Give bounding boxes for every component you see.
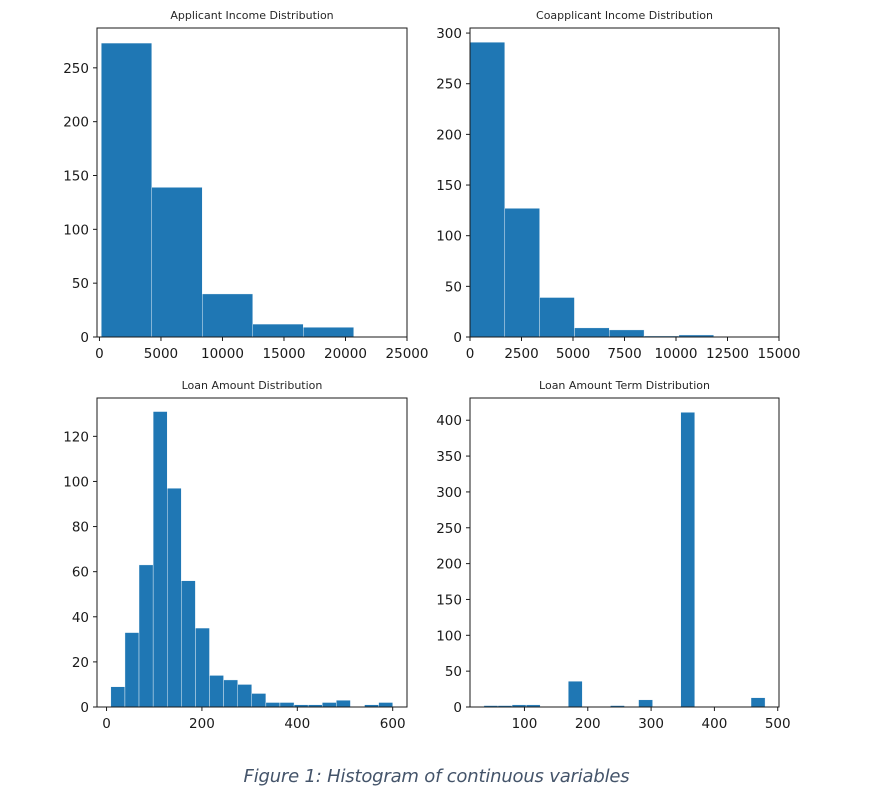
histogram-bar	[124, 632, 140, 708]
y-tick-label: 40	[72, 610, 89, 626]
x-tick-label: 2500	[504, 346, 538, 362]
x-tick-label: 100	[512, 716, 538, 732]
histogram-bar	[202, 293, 253, 338]
histogram-bar	[152, 411, 168, 708]
y-tick-label: 100	[436, 229, 462, 245]
x-tick-label: 400	[702, 716, 728, 732]
x-tick-label: 12500	[706, 346, 749, 362]
y-tick-label: 50	[72, 276, 89, 292]
x-tick-label: 300	[638, 716, 664, 732]
x-tick-label: 5000	[144, 346, 178, 362]
histogram-bar	[574, 327, 610, 338]
histogram-bar	[750, 697, 766, 708]
y-tick-label: 300	[436, 26, 462, 42]
y-tick-label: 0	[453, 330, 462, 346]
y-tick-label: 0	[453, 700, 462, 716]
chart-title: Loan Amount Distribution	[182, 379, 323, 392]
y-tick-label: 150	[63, 169, 89, 185]
histogram-bar	[110, 686, 126, 708]
axes-frame	[469, 397, 780, 708]
y-tick-label: 250	[436, 77, 462, 93]
y-tick-label: 120	[63, 429, 89, 445]
histogram-bar	[138, 564, 154, 708]
x-tick-label: 600	[380, 716, 406, 732]
histogram-bar	[237, 684, 252, 708]
histogram-bar	[336, 700, 351, 708]
y-tick-label: 100	[436, 628, 462, 644]
x-tick-label: 7500	[607, 346, 641, 362]
histogram-bar	[568, 680, 583, 708]
y-tick-label: 250	[63, 61, 89, 77]
figure-caption: Figure 1: Histogram of continuous variab…	[243, 766, 630, 787]
histogram-bar	[195, 627, 210, 708]
histogram-bar	[151, 187, 203, 338]
histogram-bar	[209, 675, 224, 708]
y-tick-label: 200	[63, 115, 89, 131]
histogram-bar	[101, 42, 152, 338]
y-tick-label: 400	[436, 413, 462, 429]
x-tick-label: 25000	[386, 346, 429, 362]
histogram-bar	[265, 702, 281, 708]
panel-loan-amount: Loan Amount Distribution 0 200 400 600 0 20 40…	[63, 379, 408, 732]
x-tick-label: 15000	[263, 346, 306, 362]
histogram-bar	[181, 580, 196, 708]
x-tick-label: 20000	[324, 346, 367, 362]
y-tick-label: 350	[436, 449, 462, 465]
y-tick-label: 50	[445, 279, 462, 295]
histogram-bar	[539, 297, 575, 338]
y-tick-label: 80	[72, 520, 89, 536]
y-tick-label: 50	[445, 664, 462, 680]
y-tick-label: 0	[80, 330, 89, 346]
axes-frame	[96, 397, 408, 708]
x-tick-label: 10000	[201, 346, 244, 362]
y-tick-label: 200	[436, 557, 462, 573]
histogram-figure: Applicant Income Distribution 0 5000 10000…	[63, 9, 800, 732]
chart-title: Coapplicant Income Distribution	[536, 9, 713, 22]
chart-title: Loan Amount Term Distribution	[539, 379, 710, 392]
x-tick-label: 5000	[556, 346, 590, 362]
y-tick-label: 0	[80, 700, 89, 716]
x-tick-label: 200	[575, 716, 601, 732]
x-tick-label: 15000	[758, 346, 801, 362]
histogram-bar	[223, 679, 238, 708]
chart-title: Applicant Income Distribution	[170, 9, 333, 22]
histogram-bar	[252, 323, 304, 338]
x-tick-label: 0	[95, 346, 104, 362]
histogram-bar	[251, 693, 267, 708]
histogram-bar	[680, 412, 695, 708]
y-tick-label: 250	[436, 521, 462, 537]
y-tick-label: 100	[63, 474, 89, 490]
y-tick-label: 60	[72, 565, 89, 581]
x-tick-label: 400	[284, 716, 310, 732]
histogram-bar	[378, 702, 393, 708]
y-tick-label: 20	[72, 655, 89, 671]
x-tick-label: 10000	[655, 346, 698, 362]
histogram-bar	[322, 702, 337, 708]
histogram-bar	[469, 41, 506, 338]
y-tick-label: 300	[436, 485, 462, 501]
x-tick-label: 0	[466, 346, 475, 362]
panel-loan-amount-term: Loan Amount Term Distribution 100 200 300 4…	[436, 379, 790, 732]
x-tick-label: 200	[189, 716, 215, 732]
histogram-bar	[609, 329, 645, 338]
y-tick-label: 150	[436, 178, 462, 194]
histogram-bar	[638, 699, 653, 708]
axes-frame	[96, 27, 408, 338]
panel-applicant-income: Applicant Income Distribution 0 5000 10000…	[63, 9, 428, 362]
y-tick-label: 100	[63, 222, 89, 238]
histogram-bar	[303, 327, 354, 338]
x-tick-label: 500	[765, 716, 791, 732]
histogram-bar	[504, 208, 540, 338]
histogram-bar	[279, 702, 295, 708]
panel-coapplicant-income: Coapplicant Income Distribution 0 2500 500…	[436, 9, 800, 362]
histogram-bar	[167, 488, 182, 708]
y-tick-label: 150	[436, 592, 462, 608]
y-tick-label: 200	[436, 127, 462, 143]
x-tick-label: 0	[102, 716, 111, 732]
